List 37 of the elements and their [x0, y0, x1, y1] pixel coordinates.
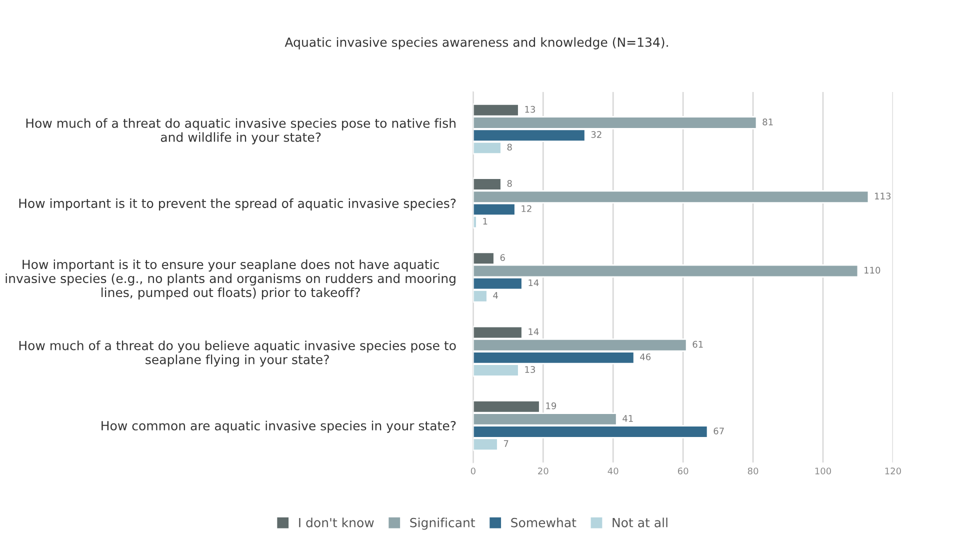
y-tick-label: How much of a threat do you believe aquatic invasive species pose to seaplane flying in your state?	[19, 340, 456, 367]
data-label: 4	[493, 292, 498, 299]
data-label: 14	[528, 279, 539, 286]
legend-label: I don't know	[299, 518, 374, 528]
x-tick-label: 100	[815, 468, 831, 474]
x-tick-label: 80	[748, 468, 758, 474]
data-label: 13	[525, 106, 535, 113]
data-label: 67	[714, 428, 724, 434]
data-label: 32	[591, 131, 602, 138]
data-label: 81	[762, 118, 773, 126]
data-label: 8	[507, 144, 512, 151]
y-tick-label: How much of a threat do aquatic invasive species pose to native fish and wildlife in your state?	[26, 118, 456, 144]
x-tick-label: 60	[678, 468, 688, 474]
data-label: 13	[525, 366, 535, 373]
data-label: 6	[500, 254, 505, 261]
data-label: 12	[522, 205, 532, 212]
x-tick-label: 0	[470, 468, 476, 474]
x-tick-label: 120	[885, 468, 901, 474]
data-label: 61	[692, 340, 703, 348]
data-label: 19	[546, 402, 556, 410]
y-tick-label: How important is it to prevent the spread of aquatic invasive species?	[19, 198, 456, 210]
data-label: 7	[504, 440, 508, 447]
data-label: 46	[640, 353, 651, 360]
data-label: 41	[622, 415, 633, 422]
data-label: 14	[528, 328, 539, 335]
y-tick-label: How common are aquatic invasive species in your state?	[102, 420, 456, 433]
x-tick-label: 40	[608, 468, 618, 474]
legend-label: Not at all	[612, 518, 668, 528]
y-tick-label: How important is it to ensure your seaplane does not have aquatic invasive species (e.g., no plants and organisms on rudders and mooring lines, pumped out floats) prior to takeoff?	[6, 259, 456, 300]
data-label: 1	[483, 218, 488, 225]
data-label: 8	[507, 180, 512, 187]
legend-label: Significant	[410, 518, 476, 530]
data-label: 113	[875, 192, 891, 200]
x-tick-label: 20	[538, 468, 548, 474]
legend-label: Somewhat	[511, 518, 576, 528]
chart-title: Aquatic invasive species awareness and knowledge (N=134).	[284, 37, 668, 50]
data-label: 110	[864, 266, 880, 274]
